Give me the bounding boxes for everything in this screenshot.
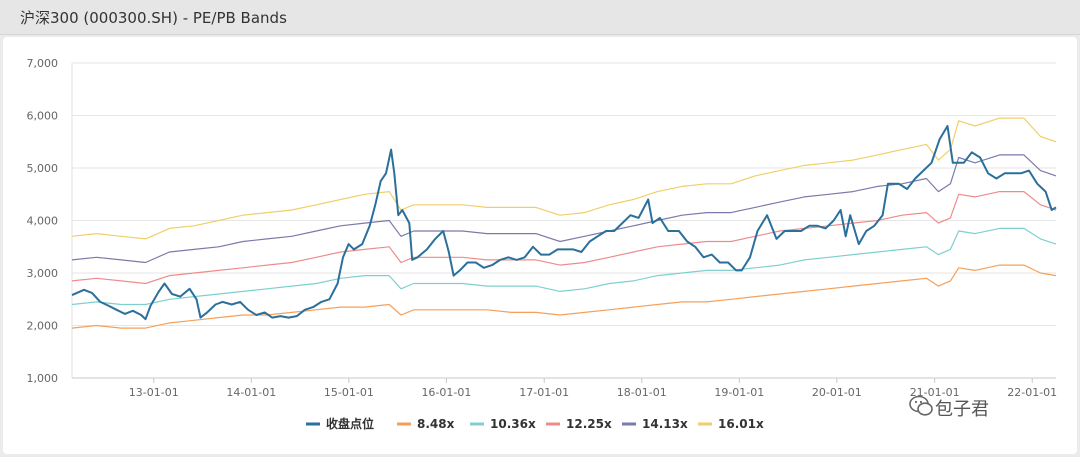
legend[interactable]: 收盘点位 8.48x 10.36x 12.25x 14.13x 16.01x — [306, 416, 764, 431]
series-line-14.13x — [71, 154, 1057, 264]
legend-item-10.36x[interactable]: 10.36x — [470, 417, 536, 431]
legend-item-14.13x[interactable]: 14.13x — [622, 417, 688, 431]
x-tick-label: 18-01-01 — [617, 386, 667, 399]
legend-label: 10.36x — [490, 417, 536, 431]
x-tick-label: 13-01-01 — [129, 386, 179, 399]
legend-label: 收盘点位 — [326, 416, 374, 431]
x-tick-label: 20-01-01 — [812, 386, 862, 399]
x-tick-label: 14-01-01 — [226, 386, 276, 399]
series-line-收盘点位 — [71, 125, 1057, 321]
x-tick-label: 22-01-01 — [1007, 386, 1057, 399]
legend-label: 12.25x — [566, 417, 612, 431]
x-axis-ticks: 13-01-01 14-01-01 15-01-01 16-01-01 17-01-01… — [129, 378, 1057, 399]
legend-item-16.01x[interactable]: 16.01x — [698, 417, 764, 431]
series-line-10.36x — [71, 227, 1057, 306]
y-tick-label: 1,000 — [27, 372, 59, 385]
legend-label: 14.13x — [642, 417, 688, 431]
wechat-icon — [909, 395, 933, 416]
y-tick-label: 4,000 — [27, 215, 59, 228]
chart-panel — [3, 37, 1077, 454]
x-tick-label: 15-01-01 — [324, 386, 374, 399]
y-tick-label: 2,000 — [27, 320, 59, 333]
watermark-text: 包子君 — [935, 399, 989, 420]
legend-item-12.25x[interactable]: 12.25x — [546, 417, 612, 431]
x-tick-label: 19-01-01 — [714, 386, 764, 399]
title-bar: 沪深300 (000300.SH) - PE/PB Bands — [0, 0, 1080, 35]
x-tick-label: 17-01-01 — [519, 386, 569, 399]
series-line-12.25x — [71, 191, 1057, 285]
x-tick-label: 16-01-01 — [421, 386, 471, 399]
y-axis-ticks: 1,000 2,000 3,000 4,000 5,000 6,000 7,000 — [27, 57, 59, 385]
y-tick-label: 3,000 — [27, 267, 59, 280]
y-tick-label: 5,000 — [27, 162, 59, 175]
y-tick-label: 6,000 — [27, 110, 59, 123]
grid-lines — [71, 62, 1056, 379]
legend-label: 8.48x — [417, 417, 455, 431]
legend-label: 16.01x — [718, 417, 764, 431]
x-tick-label: 21-01-01 — [910, 386, 960, 399]
series-lines — [71, 117, 1057, 329]
legend-item-收盘点位[interactable]: 收盘点位 — [306, 416, 374, 431]
legend-item-8.48x[interactable]: 8.48x — [397, 417, 455, 431]
window-title: 沪深300 (000300.SH) - PE/PB Bands — [20, 9, 287, 27]
series-line-8.48x — [71, 264, 1057, 329]
y-tick-label: 7,000 — [27, 57, 59, 70]
